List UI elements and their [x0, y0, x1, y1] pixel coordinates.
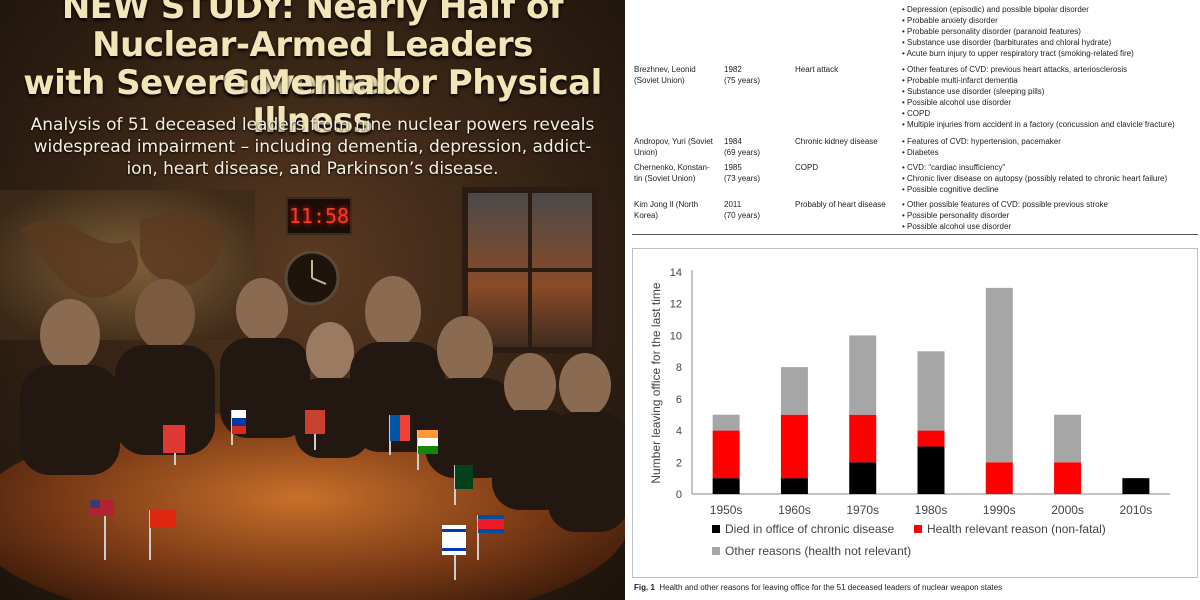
y-tick-label: 4 — [676, 426, 682, 438]
leader-condition: • Multiple injuries from accident in a f… — [902, 120, 1175, 129]
leader-condition: • Probable multi-infarct dementia — [902, 76, 1018, 85]
leader-year: 1985 — [724, 163, 742, 172]
y-axis-label: Number leaving office for the last time — [649, 282, 663, 484]
leader-name: (Soviet Union) — [634, 76, 685, 85]
legend-swatch — [914, 525, 922, 533]
x-tick-label: 2000s — [1051, 503, 1084, 517]
leaders-table: • Depression (episodic) and possible bip… — [632, 0, 1198, 235]
leader-condition: • Other possible features of CVD: possib… — [902, 200, 1109, 209]
legend-label: Other reasons (health not relevant) — [725, 544, 911, 558]
leader-name: Brezhnev, Leonid — [634, 65, 696, 74]
leader-condition: • Other features of CVD: previous heart … — [902, 65, 1128, 74]
digital-clock: 11:58 — [286, 197, 352, 235]
leader-condition: • Features of CVD: hypertension, pacemak… — [902, 137, 1061, 146]
legend-swatch — [712, 525, 720, 533]
bar-segment — [849, 462, 877, 494]
y-tick-label: 12 — [670, 299, 682, 311]
bar-segment — [1054, 462, 1082, 494]
bar-segment — [917, 430, 945, 447]
bar-segment — [849, 414, 877, 463]
leader-condition: • Diabetes — [902, 148, 939, 157]
bar-segment — [1054, 414, 1082, 463]
leader-cause: Heart attack — [795, 65, 839, 74]
table-bottom-rule — [632, 234, 1198, 235]
bar-segment — [917, 351, 945, 431]
y-tick-label: 6 — [676, 394, 682, 406]
x-tick-label: 1960s — [778, 503, 811, 517]
bar-segment — [780, 414, 808, 479]
leader-name: Chernenko, Konstan- — [634, 163, 710, 172]
leader-cause: COPD — [795, 163, 819, 172]
leader-condition: • Possible personality disorder — [902, 211, 1010, 220]
legend-label: Died in office of chronic disease — [725, 522, 895, 536]
poster-headline-line-2: Nuclear-Armed Leaders Governed — [92, 25, 533, 103]
leader-year: 2011 — [724, 200, 742, 209]
bar-segment — [985, 287, 1013, 463]
bar-segment — [712, 478, 740, 494]
leader-name: Andropov, Yuri (Soviet — [634, 137, 713, 146]
leader-condition: • Possible alcohol use disorder — [902, 98, 1012, 107]
leader-name: Union) — [634, 148, 658, 157]
leader-name: Kim Jong Il (North — [634, 200, 699, 209]
bar-segment — [712, 430, 740, 479]
y-tick-label: 2 — [676, 457, 682, 469]
y-tick-label: 14 — [670, 267, 682, 279]
poster-subtitle-line-1: Analysis of 51 deceased leaders from nin… — [30, 115, 595, 135]
leader-condition: • Chronic liver disease on autopsy (poss… — [902, 174, 1168, 183]
figure-caption-text: Health and other reasons for leaving off… — [659, 583, 1003, 592]
figure-caption-label: Fig. 1 — [634, 583, 655, 592]
x-tick-label: 1950s — [710, 503, 743, 517]
table-bullet: • Depression (episodic) and possible bip… — [902, 5, 1089, 14]
chart-border — [632, 248, 1198, 578]
table-bullet: • Probable anxiety disorder — [902, 16, 998, 25]
stacked-bar-chart: 0 2 4 6 8 10 12 14 Number leaving office for the… — [632, 248, 1198, 578]
leader-year: (73 years) — [724, 174, 761, 183]
bar-segment — [780, 478, 808, 494]
leader-condition: • COPD — [902, 109, 931, 118]
leaders-silhouettes — [20, 276, 625, 532]
leader-year: (75 years) — [724, 76, 761, 85]
flags — [90, 410, 504, 580]
legend-swatch — [712, 547, 720, 555]
table-bullet: • Substance use disorder (barbiturates a… — [902, 38, 1112, 47]
bar-segment — [917, 446, 945, 494]
chart-panel: 0 2 4 6 8 10 12 14 Number leaving office for the… — [632, 248, 1198, 578]
poster-scene — [0, 187, 625, 600]
leader-year: (70 years) — [724, 211, 761, 220]
figure-caption: Fig. 1 Health and other reasons for leav… — [634, 583, 1002, 592]
poster-subtitle-line-2: widespread impairment – including dement… — [33, 137, 592, 157]
bar-segment — [1122, 478, 1150, 494]
bar-segment — [849, 335, 877, 415]
x-tick-label: 1990s — [983, 503, 1016, 517]
leader-condition: • Substance use disorder (sleeping pills… — [902, 87, 1045, 96]
x-tick-label: 1970s — [846, 503, 879, 517]
leader-condition: • Possible cognitive decline — [902, 185, 999, 194]
leader-condition: • CVD: “cardiac insufficiency” — [902, 163, 1006, 172]
leader-year: 1982 — [724, 65, 742, 74]
bar-segment — [780, 367, 808, 415]
leader-name: Korea) — [634, 211, 659, 220]
leader-year: (69 years) — [724, 148, 761, 157]
legend-label: Health relevant reason (non-fatal) — [927, 522, 1106, 536]
poster-subtitle-line-3: ion, heart disease, and Parkinson’s dise… — [126, 159, 499, 179]
bar-segment — [985, 462, 1013, 494]
y-tick-label: 10 — [670, 330, 682, 342]
y-tick-label: 8 — [676, 362, 682, 374]
leader-year: 1984 — [724, 137, 742, 146]
poster-headline-line-1: NEW STUDY: Nearly Half of — [61, 0, 564, 27]
bar-segment — [712, 414, 740, 431]
poster-image: NEW STUDY: Nearly Half of Nuclear-Armed … — [0, 0, 625, 600]
table-bullet: • Probable personality disorder (paranoi… — [902, 27, 1081, 36]
leader-condition: • Possible alcohol use disorder — [902, 222, 1012, 231]
leader-cause: Probably of heart disease — [795, 200, 886, 209]
x-tick-label: 1980s — [915, 503, 948, 517]
table-bullet: • Acute burn injury to upper respiratory… — [902, 49, 1134, 58]
leader-cause: Chronic kidney disease — [795, 137, 878, 146]
poster-headline-line-3: with Severe Mental or Physical Illness — [23, 63, 602, 141]
y-tick-label: 0 — [676, 489, 682, 501]
x-tick-label: 2010s — [1120, 503, 1153, 517]
leader-name: tin (Soviet Union) — [634, 174, 696, 183]
